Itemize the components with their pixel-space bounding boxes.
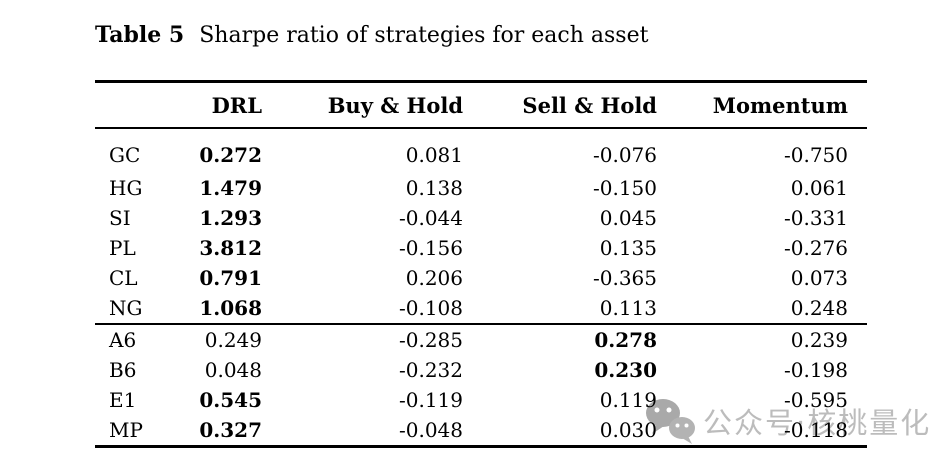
value-cell: -0.198 (783, 358, 848, 382)
value-cell: 0.081 (405, 142, 463, 167)
table-row: NG 1.068 -0.108 0.113 0.248 (95, 293, 867, 324)
value-cell: 0.239 (790, 328, 848, 352)
table-number: Table 5 (95, 22, 185, 48)
value-cell: 3.812 (199, 236, 262, 260)
wechat-icon (644, 397, 696, 445)
asset-label: MP (109, 418, 143, 442)
sharpe-ratio-table: DRL Buy & Hold Sell & Hold Momentum GC 0.… (95, 80, 867, 448)
header-asset (95, 81, 170, 129)
value-cell: 0.119 (599, 388, 657, 412)
value-cell: 0.045 (599, 206, 657, 230)
value-cell: 1.068 (199, 296, 262, 320)
asset-label: GC (109, 142, 141, 167)
header-row: DRL Buy & Hold Sell & Hold Momentum (95, 81, 867, 129)
value-cell: 0.272 (199, 142, 262, 167)
value-cell: 0.791 (199, 266, 262, 290)
value-cell: 0.135 (599, 236, 657, 260)
table-row: A6 0.249 -0.285 0.278 0.239 (95, 324, 867, 355)
header-drl: DRL (170, 81, 262, 129)
asset-label: NG (109, 296, 143, 320)
value-cell: -0.156 (398, 236, 463, 260)
table-row: PL 3.812 -0.156 0.135 -0.276 (95, 233, 867, 263)
table-title: Table 5 Sharpe ratio of strategies for ea… (95, 22, 648, 48)
value-cell: -0.044 (398, 206, 463, 230)
asset-label: PL (109, 236, 136, 260)
table-row: CL 0.791 0.206 -0.365 0.073 (95, 263, 867, 293)
value-cell: -0.595 (783, 388, 848, 412)
value-cell: 0.138 (405, 176, 463, 200)
table-header: DRL Buy & Hold Sell & Hold Momentum (95, 81, 867, 129)
asset-label: B6 (109, 358, 137, 382)
value-cell: -0.076 (592, 142, 657, 167)
table-caption: Sharpe ratio of strategies for each asse… (199, 23, 649, 48)
asset-label: HG (109, 176, 143, 200)
table-row: E1 0.545 -0.119 0.119 -0.595 (95, 385, 867, 415)
value-cell: 0.249 (204, 328, 262, 352)
value-cell: -0.150 (592, 176, 657, 200)
table-row: MP 0.327 -0.048 0.030 -0.118 (95, 415, 867, 447)
value-cell: -0.119 (398, 388, 463, 412)
value-cell: 0.248 (790, 296, 848, 320)
value-cell: -0.331 (783, 206, 848, 230)
table-row: GC 0.272 0.081 -0.076 -0.750 (95, 128, 867, 173)
value-cell: -0.232 (398, 358, 463, 382)
asset-label: CL (109, 266, 138, 290)
value-cell: 0.073 (790, 266, 848, 290)
value-cell: 0.048 (204, 358, 262, 382)
asset-label: E1 (109, 388, 137, 412)
table-row: SI 1.293 -0.044 0.045 -0.331 (95, 203, 867, 233)
value-cell: -0.276 (783, 236, 848, 260)
value-cell: 0.327 (199, 418, 262, 442)
watermark: 公众号·核桃量化 (644, 397, 931, 445)
value-cell: 0.230 (594, 358, 657, 382)
table-group-commodities: GC 0.272 0.081 -0.076 -0.750 HG 1.479 0.138 -0.1… (95, 128, 867, 324)
header-sell-hold: Sell & Hold (463, 81, 657, 129)
value-cell: -0.108 (398, 296, 463, 320)
value-cell: -0.750 (783, 142, 848, 167)
value-cell: -0.285 (398, 328, 463, 352)
value-cell: 1.479 (199, 176, 262, 200)
value-cell: 0.545 (199, 388, 262, 412)
value-cell: 0.113 (599, 296, 657, 320)
value-cell: -0.048 (398, 418, 463, 442)
table-row: HG 1.479 0.138 -0.150 0.061 (95, 173, 867, 203)
value-cell: 0.206 (405, 266, 463, 290)
asset-label: SI (109, 206, 131, 230)
value-cell: 1.293 (199, 206, 262, 230)
table-group-currencies: A6 0.249 -0.285 0.278 0.239 B6 0.048 -0.232 0.23… (95, 324, 867, 447)
watermark-text: 公众号·核桃量化 (703, 406, 932, 440)
asset-label: A6 (109, 328, 137, 352)
header-buy-hold: Buy & Hold (262, 81, 463, 129)
value-cell: 0.030 (599, 418, 657, 442)
table-row: B6 0.048 -0.232 0.230 -0.198 (95, 355, 867, 385)
value-cell: -0.365 (592, 266, 657, 290)
value-cell: -0.118 (783, 418, 848, 442)
value-cell: 0.278 (594, 328, 657, 352)
value-cell: 0.061 (790, 176, 848, 200)
header-momentum: Momentum (657, 81, 867, 129)
